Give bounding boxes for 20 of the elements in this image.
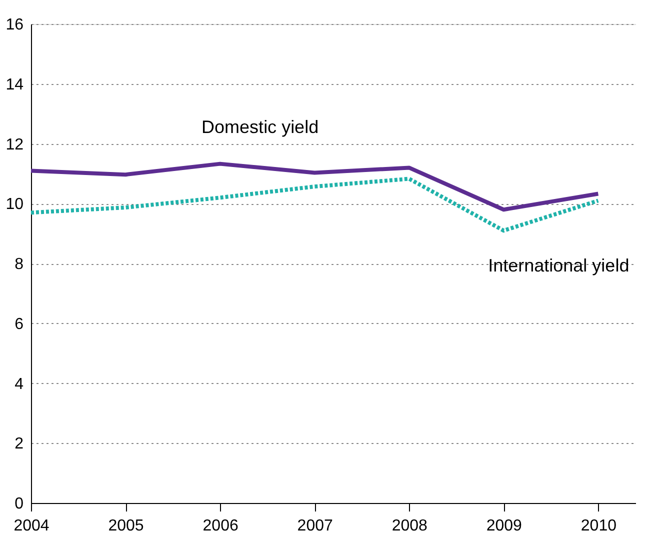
line-series [29, 176, 600, 233]
y-tick-label: 6 [14, 316, 24, 333]
x-tick-label: 2009 [486, 518, 522, 534]
y-tick-label: 14 [6, 76, 24, 94]
x-tick-label: 2010 [580, 518, 617, 534]
x-tick-label: 2005 [108, 518, 144, 534]
x-tick-label: 2007 [297, 518, 333, 534]
line-series [29, 162, 600, 212]
y-tick-label: 8 [14, 256, 24, 273]
x-tick-label: 2004 [14, 518, 50, 534]
x-tick-label: 2008 [392, 518, 428, 534]
y-tick-label: 16 [6, 16, 24, 34]
y-tick-label: 2 [14, 436, 24, 453]
x-tick-label: 2006 [202, 518, 238, 534]
y-tick-label: 12 [6, 136, 24, 154]
y-tick-label: 10 [6, 196, 24, 214]
y-tick-label: 4 [14, 376, 24, 393]
y-tick-label: 0 [14, 496, 24, 512]
series-label: International yield [488, 256, 630, 276]
series-label: Domestic yield [202, 116, 319, 137]
